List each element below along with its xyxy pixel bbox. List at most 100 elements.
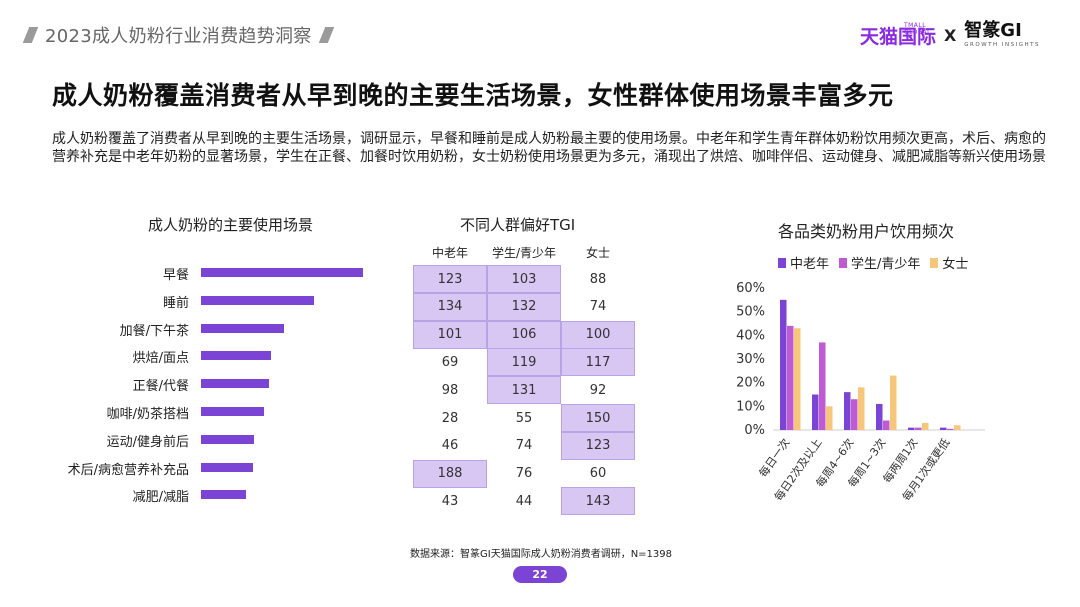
page-title: 成人奶粉覆盖消费者从早到晚的主要生活场景，女性群体使用场景丰富多元 [52, 81, 894, 110]
frequency-bar [826, 406, 833, 430]
scene-label: 运动/健身前后 [106, 434, 189, 450]
legend-swatch [778, 257, 786, 268]
scene-label: 减肥/减脂 [132, 490, 189, 506]
frequency-bar [780, 299, 787, 430]
frequency-bar [851, 399, 858, 430]
header-slash-left [22, 27, 39, 43]
frequency-bar [940, 427, 947, 430]
y-tick-label: 20% [736, 376, 765, 391]
frequency-bar [947, 428, 954, 430]
x-tick-label: 每周1~3次 [845, 436, 889, 490]
zhizhan-logo-main: 智篆GI [964, 20, 1022, 41]
scene-bar [201, 462, 253, 472]
tgi-cell: 92 [589, 382, 607, 398]
frequency-bar [787, 325, 794, 430]
legend-item: 中老年 [778, 253, 829, 272]
tgi-cell: 55 [515, 410, 533, 426]
tmall-logo-sub: TMALL GLOBAL [903, 21, 932, 36]
tgi-column-header: 女士 [585, 246, 610, 260]
scene-label: 咖啡/奶茶搭档 [106, 407, 189, 422]
scene-bar [201, 323, 284, 333]
x-tick-label: 每日一次 [756, 436, 793, 480]
legend-item: 学生/青少年 [839, 253, 920, 272]
scenes-chart-title: 成人奶粉的主要使用场景 [148, 216, 314, 234]
brand-x: X [943, 25, 957, 45]
brand-logos: 天猫国际 TMALL GLOBAL X 智篆GI GROWTH INSIGHTS [860, 20, 1040, 50]
legend-label: 女士 [942, 257, 969, 272]
tgi-cell: 132 [487, 292, 561, 321]
tgi-cell: 150 [561, 404, 635, 432]
tgi-cell: 117 [561, 348, 635, 377]
scene-bar [201, 295, 315, 305]
tgi-cell: 143 [561, 487, 635, 516]
zhizhan-logo: 智篆GI GROWTH INSIGHTS [964, 20, 1040, 49]
header-title: 2023成人奶粉行业消费趋势洞察 [45, 26, 312, 47]
legend-label: 学生/青少年 [851, 257, 921, 272]
x-tick-label: 每周4~6次 [813, 436, 857, 490]
frequency-bar [858, 387, 865, 430]
tgi-cell: 134 [413, 292, 487, 321]
tgi-cell: 69 [441, 354, 459, 370]
y-tick-label: 50% [736, 305, 765, 320]
frequency-bar [915, 427, 922, 430]
zhizhan-logo-sub: GROWTH INSIGHTS [964, 42, 1040, 48]
frequency-bar [812, 394, 819, 430]
scene-bar [201, 490, 247, 500]
legend-label: 中老年 [790, 257, 830, 272]
scene-label: 加餐/下午茶 [119, 323, 189, 339]
frequency-bar [819, 342, 826, 430]
frequency-chart-legend: 中老年 学生/青少年 女士 [778, 253, 978, 272]
scene-bar [201, 268, 363, 277]
frequency-chart-title: 各品类奶粉用户饮用频次 [778, 222, 955, 241]
tgi-cell: 88 [589, 271, 607, 287]
y-tick-label: 60% [736, 281, 765, 296]
tgi-cell: 98 [441, 382, 459, 398]
scene-label: 术后/病愈营养补充品 [67, 462, 189, 478]
tgi-cell: 188 [413, 459, 487, 488]
frequency-bar [954, 425, 961, 430]
tgi-cell: 131 [487, 376, 561, 405]
scene-bar [201, 434, 255, 444]
tgi-cell: 76 [515, 466, 533, 482]
scene-label: 早餐 [162, 268, 189, 283]
y-tick-label: 10% [736, 399, 765, 414]
header-slash-right [318, 27, 334, 43]
tgi-cell: 74 [515, 438, 533, 454]
legend-swatch [839, 257, 848, 268]
frequency-bar [883, 420, 890, 430]
intro-text: 成人奶粉覆盖了消费者从早到晚的主要生活场景，调研显示，早餐和睡前是成人奶粉最主要… [52, 131, 1046, 165]
tgi-column-header: 中老年 [431, 246, 468, 260]
tgi-cell: 60 [589, 466, 607, 482]
scene-bar [201, 407, 265, 416]
tgi-table-title: 不同人群偏好TGI [460, 216, 576, 234]
y-tick-label: 0% [744, 423, 765, 438]
page-number: 22 [513, 566, 567, 583]
tgi-cell: 74 [589, 299, 607, 315]
x-tick-label: 每日2次及以上 [771, 436, 824, 504]
y-tick-label: 40% [736, 328, 765, 343]
source-note: 数据来源：智篆GI天猫国际成人奶粉消费者调研，N=1398 [410, 549, 673, 560]
tgi-cell: 123 [561, 431, 635, 460]
legend-item: 女士 [930, 253, 968, 272]
tmall-logo: 天猫国际 [859, 25, 936, 48]
frequency-bar [876, 403, 883, 430]
tgi-cell: 100 [561, 320, 635, 349]
tgi-cell: 123 [413, 265, 487, 293]
frequency-bar [794, 328, 801, 430]
scene-label: 正餐/代餐 [132, 379, 189, 395]
tgi-cell: 44 [515, 493, 533, 509]
scene-bar [201, 379, 270, 389]
tgi-cell: 101 [413, 320, 487, 349]
frequency-bar [908, 427, 915, 430]
tgi-cell: 43 [441, 493, 459, 509]
tgi-cell: 46 [441, 438, 459, 454]
frequency-bar [890, 375, 897, 430]
scene-label: 烘焙/面点 [132, 351, 189, 367]
header-bar: 2023成人奶粉行业消费趋势洞察 [0, 22, 334, 48]
tgi-cell: 28 [441, 410, 459, 426]
legend-swatch [930, 257, 939, 268]
scene-label: 睡前 [162, 295, 189, 311]
tgi-cell: 106 [487, 320, 561, 349]
frequency-bar [922, 422, 929, 430]
x-tick-label: 每两周1次 [880, 436, 921, 486]
